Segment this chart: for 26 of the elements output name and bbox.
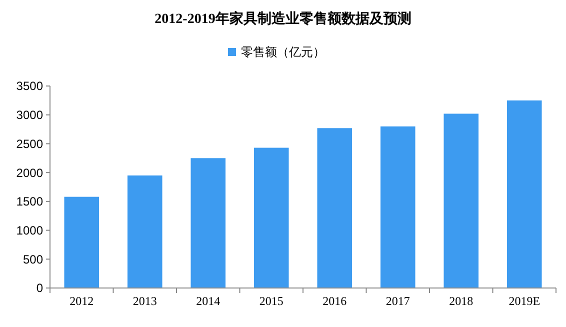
bar bbox=[127, 175, 162, 288]
x-tick-label: 2018 bbox=[449, 294, 474, 308]
bar bbox=[380, 126, 416, 288]
x-tick-label: 2013 bbox=[132, 294, 157, 308]
x-tick-label: 2015 bbox=[259, 294, 284, 308]
x-tick-label: 2019E bbox=[508, 294, 540, 308]
y-tick-label: 3500 bbox=[16, 79, 44, 94]
x-tick-label: 2017 bbox=[386, 294, 410, 308]
bar bbox=[254, 148, 289, 288]
y-tick-label: 1000 bbox=[16, 223, 44, 238]
y-tick-label: 2500 bbox=[16, 136, 44, 151]
chart-title: 2012-2019年家具制造业零售额数据及预测 bbox=[154, 10, 412, 27]
bar bbox=[190, 158, 226, 288]
y-tick-label: 2000 bbox=[16, 166, 44, 180]
bar bbox=[317, 128, 352, 288]
x-tick-label: 2014 bbox=[196, 294, 220, 308]
bar bbox=[444, 114, 479, 288]
bar bbox=[506, 100, 542, 288]
y-tick-label: 1500 bbox=[16, 194, 44, 209]
y-tick-label: 0 bbox=[36, 281, 44, 296]
y-tick-label: 3000 bbox=[16, 108, 44, 122]
x-tick-label: 2016 bbox=[322, 294, 347, 308]
y-tick-label: 500 bbox=[22, 252, 44, 266]
x-tick-label: 2012 bbox=[70, 294, 94, 308]
bar bbox=[64, 196, 100, 288]
legend-label: 零售额（亿元） bbox=[241, 45, 325, 59]
